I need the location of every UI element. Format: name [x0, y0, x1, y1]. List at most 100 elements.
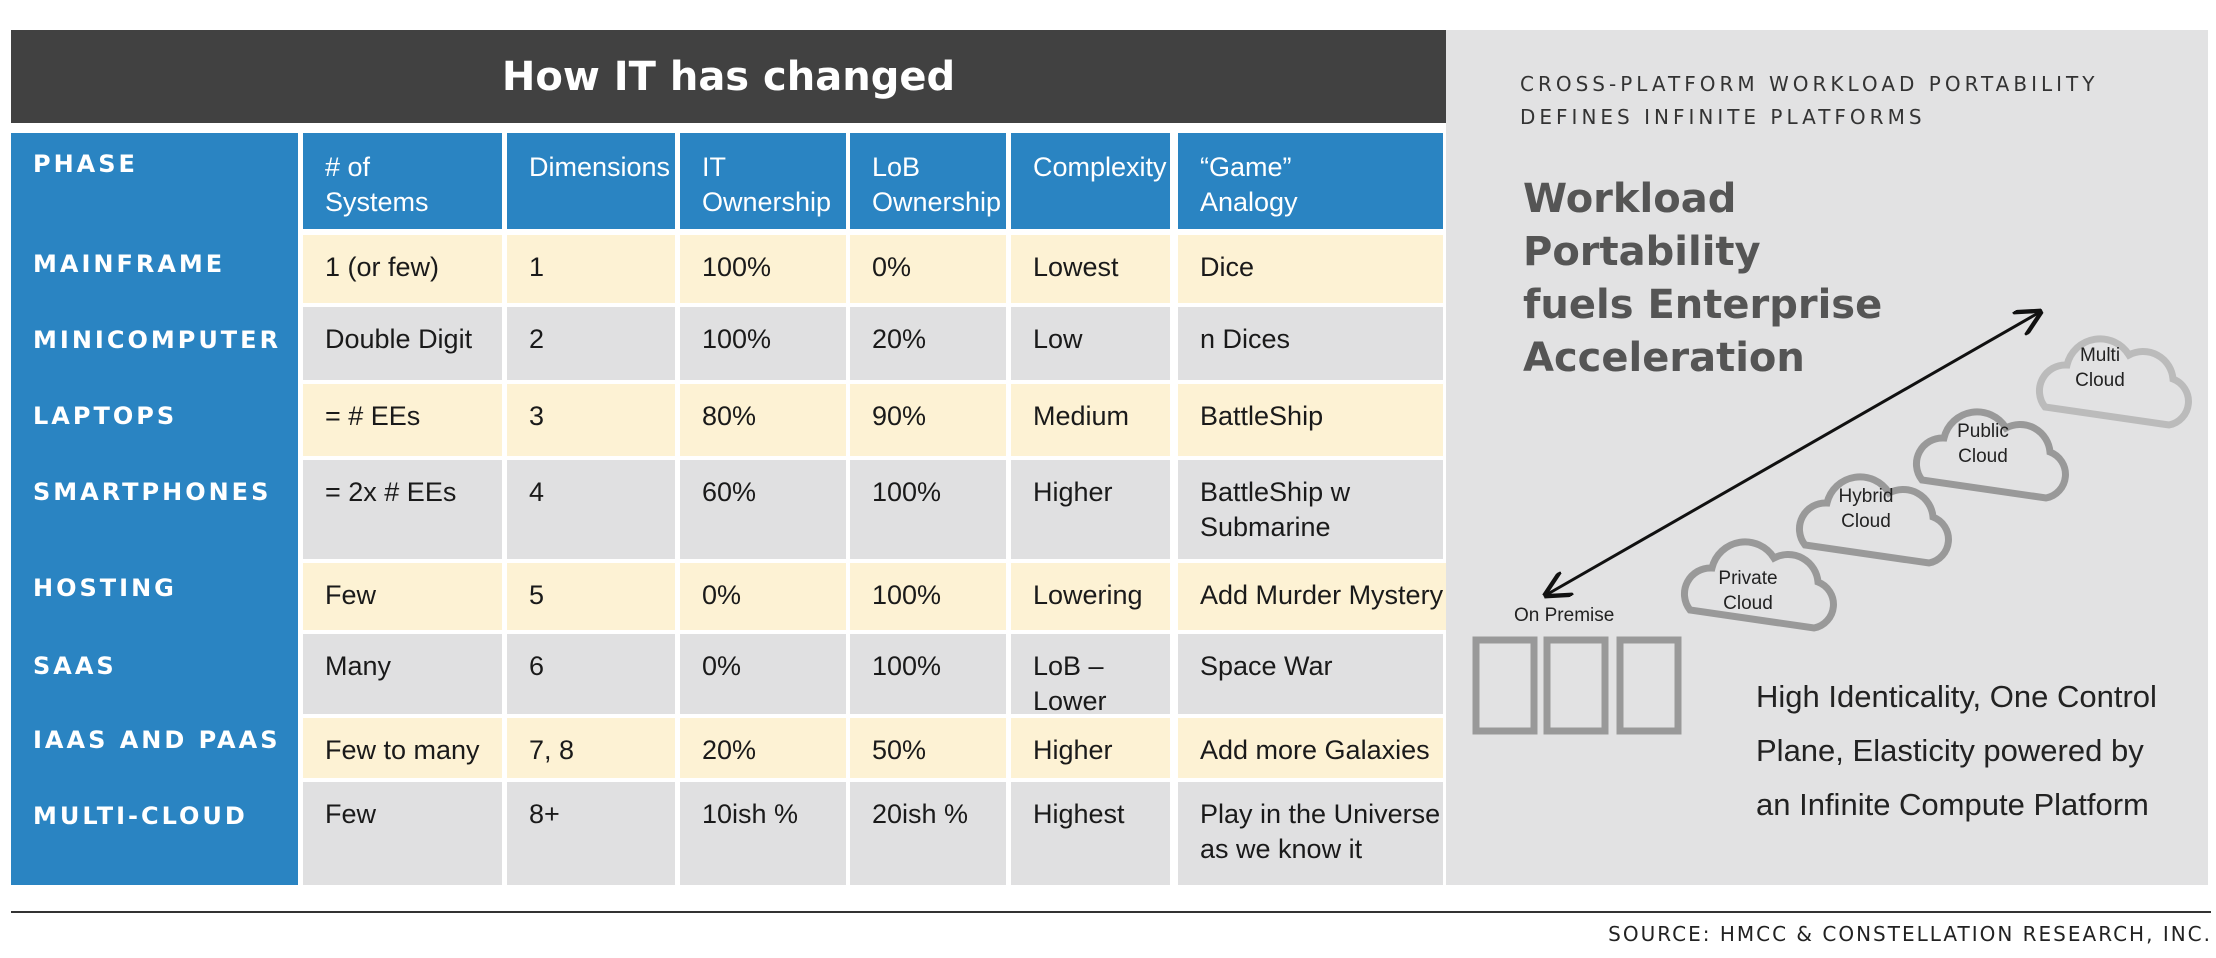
complexity-value: Higher	[1033, 735, 1113, 765]
public-cloud-label: Public Cloud	[1957, 421, 2009, 467]
table-cell	[680, 307, 846, 380]
lob-ownership-value: 0%	[872, 252, 912, 282]
table-cell	[303, 460, 502, 559]
private-cloud-icon	[1680, 538, 1837, 632]
table-cell	[1178, 782, 1443, 885]
header-game-analogy: “Game” Analogy	[1200, 152, 1298, 217]
table-cell	[303, 782, 502, 885]
table-cell	[1178, 634, 1443, 714]
dimensions-value: 6	[529, 651, 545, 681]
hybrid-cloud-label: Hybrid Cloud	[1838, 486, 1894, 532]
systems-value: Double Digit	[325, 324, 473, 354]
header-systems: # of Systems	[325, 152, 429, 217]
private-cloud-label: Private Cloud	[1718, 568, 1778, 614]
it-ownership-value: 0%	[702, 580, 742, 610]
public-cloud-icon	[1912, 408, 2069, 502]
table-cell	[1178, 460, 1443, 559]
lob-ownership-value: 100%	[872, 580, 942, 610]
multi-cloud-label: Multi Cloud	[2075, 345, 2125, 391]
table-cell	[1011, 384, 1170, 456]
game-analogy-value: Space War	[1200, 651, 1333, 681]
game-analogy-value: n Dices	[1200, 324, 1291, 354]
it-ownership-value: 20%	[702, 735, 757, 765]
server-icon	[1543, 636, 1609, 735]
table-cell	[850, 235, 1006, 303]
table-cell	[507, 460, 675, 559]
dimensions-value: 7, 8	[529, 735, 575, 765]
table-cell	[680, 235, 846, 303]
phase-label: SAAS	[33, 652, 117, 680]
table-cell	[1178, 235, 1443, 303]
lob-ownership-value: 100%	[872, 651, 942, 681]
lob-ownership-value: 20ish %	[872, 799, 969, 829]
table-cell	[1011, 782, 1170, 885]
table-cell	[1011, 718, 1170, 778]
header-cell	[1011, 133, 1170, 229]
phase-label: HOSTING	[33, 574, 177, 602]
server-icon	[1472, 636, 1538, 735]
table-cell	[507, 782, 675, 885]
table-cell	[850, 563, 1006, 630]
table-cell	[850, 307, 1006, 380]
table-cell	[1178, 718, 1443, 778]
systems-value: = # EEs	[325, 401, 421, 431]
game-analogy-value: BattleShip w Submarine	[1200, 477, 1351, 542]
table-cell	[303, 235, 502, 303]
table-cell	[1011, 235, 1170, 303]
table-cell	[507, 634, 675, 714]
header-dimensions: Dimensions	[529, 152, 671, 182]
table-cell	[1178, 563, 1450, 630]
header-cell	[303, 133, 502, 229]
systems-value: Few	[325, 580, 377, 610]
phase-label: IAAS AND PAAS	[33, 726, 281, 754]
header-complexity: Complexity	[1033, 152, 1167, 182]
phase-column	[11, 133, 298, 885]
it-ownership-value: 100%	[702, 252, 772, 282]
source-credit: SOURCE: HMCC & CONSTELLATION RESEARCH, I…	[1608, 922, 2212, 946]
dimensions-value: 2	[529, 324, 545, 354]
complexity-value: Highest	[1033, 799, 1125, 829]
table-cell	[680, 718, 846, 778]
table-cell	[507, 235, 675, 303]
table-cell	[1011, 307, 1170, 380]
header-cell	[850, 133, 1006, 229]
phase-label: SMARTPHONES	[33, 478, 272, 506]
table-cell	[303, 634, 502, 714]
header-phase: PHASE	[33, 150, 138, 178]
table-cell	[507, 307, 675, 380]
table-cell	[1011, 563, 1170, 630]
table-cell	[1178, 307, 1443, 380]
panel-summary: High Identicality, One Control Plane, El…	[1756, 679, 2157, 822]
dimensions-value: 5	[529, 580, 545, 610]
panel-subtitle: CROSS-PLATFORM WORKLOAD PORTABILITY DEFI…	[1520, 72, 2099, 129]
systems-value: = 2x # EEs	[325, 477, 457, 507]
game-analogy-value: Add more Galaxies	[1200, 735, 1430, 765]
complexity-value: Low	[1033, 324, 1083, 354]
phase-label: LAPTOPS	[33, 402, 178, 430]
table-cell	[850, 782, 1006, 885]
divider	[11, 911, 2211, 913]
it-ownership-value: 80%	[702, 401, 757, 431]
it-ownership-value: 10ish %	[702, 799, 799, 829]
multi-cloud-icon	[2035, 335, 2192, 429]
table-cell	[850, 634, 1006, 714]
growth-arrow	[1546, 312, 2040, 595]
table-cell	[507, 718, 675, 778]
table-title: How IT has changed	[11, 30, 1446, 123]
table-cell	[680, 782, 846, 885]
header-it-ownership: IT Ownership	[702, 152, 832, 217]
table-cell	[850, 460, 1006, 559]
table-cell	[303, 563, 502, 630]
table-cell	[303, 384, 502, 456]
table-cell	[507, 563, 675, 630]
it-ownership-value: 100%	[702, 324, 772, 354]
table-cell	[850, 718, 1006, 778]
it-ownership-value: 0%	[702, 651, 742, 681]
dimensions-value: 3	[529, 401, 545, 431]
lob-ownership-value: 50%	[872, 735, 927, 765]
header-cell	[680, 133, 846, 229]
it-ownership-value: 60%	[702, 477, 757, 507]
dimensions-value: 1	[529, 252, 545, 282]
table-cell	[680, 384, 846, 456]
header-cell	[507, 133, 675, 229]
